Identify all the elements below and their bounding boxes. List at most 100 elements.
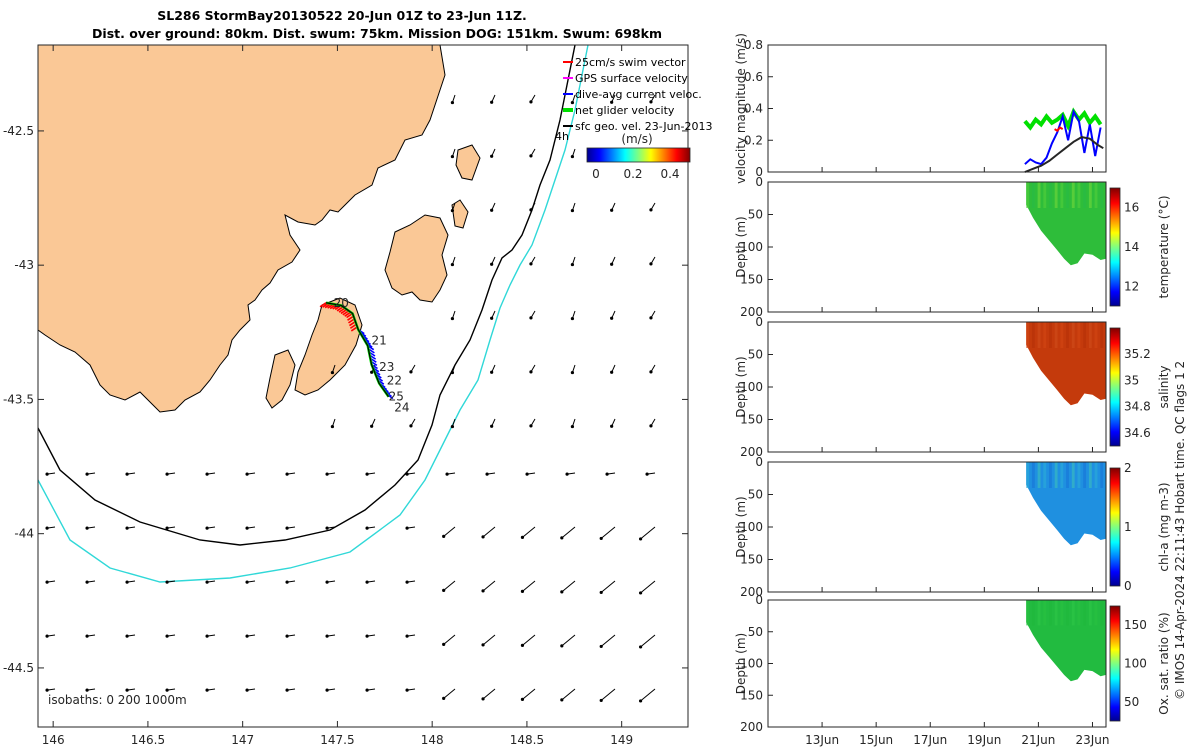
cb-tick-1-0: 12 xyxy=(1124,279,1139,293)
current-arrowhead-51 xyxy=(165,472,169,476)
section-stripe-3-4 xyxy=(1049,462,1052,488)
map-ytick-label-0: -42.5 xyxy=(3,124,34,138)
current-arrow-126 xyxy=(600,688,616,701)
current-arrowhead-55 xyxy=(325,472,329,476)
current-arrowhead-32 xyxy=(409,370,413,374)
current-arrowhead-2 xyxy=(529,100,533,104)
current-arrowhead-4 xyxy=(610,100,614,104)
current-arrowhead-67 xyxy=(165,526,169,530)
current-arrowhead-35 xyxy=(529,370,533,374)
cb-tick-1-1: 14 xyxy=(1124,240,1139,254)
day-label-22: 22 xyxy=(387,374,402,388)
section-stripe-3-7 xyxy=(1066,462,1069,488)
section-stripe-1-3 xyxy=(1043,182,1047,208)
depth-ytick-label-3-4: 200 xyxy=(740,585,763,599)
current-arrow-95 xyxy=(640,580,656,594)
section-stripe-1-12 xyxy=(1094,182,1098,208)
cb-tick-1-2: 16 xyxy=(1124,201,1139,215)
section-stripe-4-2 xyxy=(1037,600,1041,626)
current-arrowhead-120 xyxy=(365,688,369,692)
current-arrowhead-25 xyxy=(490,316,494,320)
current-arrowhead-48 xyxy=(45,472,49,476)
current-arrowhead-73 xyxy=(405,526,409,530)
current-arrowhead-105 xyxy=(405,634,409,638)
section-stripe-1-6 xyxy=(1060,182,1064,208)
bruny-island xyxy=(265,349,296,409)
map-xtick-label-5: 148.5 xyxy=(510,733,544,747)
current-arrowhead-75 xyxy=(481,535,485,539)
schouten-island xyxy=(455,144,481,181)
current-arrowhead-99 xyxy=(165,634,169,638)
panel-ylabel-2: Depth (m) xyxy=(734,356,748,417)
vel-ytick-label-0: 0 xyxy=(755,165,763,179)
current-arrowhead-76 xyxy=(520,535,525,539)
panel-frame-3 xyxy=(767,461,1107,593)
section-stripe-4-12 xyxy=(1094,600,1098,626)
depth-ytick-label-4-0: 0 xyxy=(755,593,763,607)
track-vector-0-0 xyxy=(319,302,327,308)
current-arrowhead-77 xyxy=(560,536,564,540)
map-ytick-label-3: -44 xyxy=(14,527,34,541)
vel-ytick-label-2: 0.4 xyxy=(744,102,763,116)
time-label-0: 13Jun xyxy=(805,733,839,747)
time-label-4: 21Jun xyxy=(1021,733,1055,747)
current-arrowhead-93 xyxy=(560,590,564,594)
depth-ytick-label-2-1: 50 xyxy=(748,348,763,362)
map-legend: 25cm/s swim vector GPS surface velocity … xyxy=(563,56,712,133)
current-arrowhead-92 xyxy=(520,589,525,593)
current-arrowhead-62 xyxy=(605,472,609,476)
current-arrowhead-90 xyxy=(442,588,446,592)
current-arrowhead-0 xyxy=(450,100,455,105)
current-arrowhead-19 xyxy=(490,262,494,266)
current-arrowhead-117 xyxy=(245,688,249,692)
current-arrowhead-7 xyxy=(490,154,494,158)
section-stripe-3-2 xyxy=(1037,462,1041,488)
current-arrowhead-97 xyxy=(85,634,89,638)
cb-tick-2-1: 34.8 xyxy=(1124,400,1151,414)
velocity-series-2 xyxy=(1024,136,1104,173)
current-arrow-109 xyxy=(561,634,576,647)
current-arrowhead-17 xyxy=(649,208,653,212)
section-stripe-2-2 xyxy=(1037,322,1041,348)
map-xtick-label-2: 147 xyxy=(231,733,254,747)
current-arrowhead-53 xyxy=(245,472,249,476)
colorbar-1 xyxy=(1109,187,1121,307)
current-arrowhead-103 xyxy=(325,634,329,638)
current-arrowhead-69 xyxy=(245,526,249,530)
current-arrowhead-40 xyxy=(370,424,374,428)
day-label-23: 23 xyxy=(379,360,394,374)
day-label-20: 20 xyxy=(334,296,349,310)
current-arrowhead-63 xyxy=(645,472,649,476)
legend-net-label: net glider velocity xyxy=(575,104,675,117)
colorbar-unit-label: (m/s) xyxy=(621,132,652,146)
depth-ytick-label-1-3: 150 xyxy=(740,273,763,287)
current-vectors xyxy=(45,94,656,703)
depth-ytick-label-3-1: 50 xyxy=(748,488,763,502)
current-arrow-123 xyxy=(482,688,496,700)
current-arrow-108 xyxy=(522,634,536,646)
current-arrowhead-36 xyxy=(570,370,575,375)
current-arrowhead-64 xyxy=(45,526,49,530)
depth-ytick-label-2-3: 150 xyxy=(740,413,763,427)
glider-track xyxy=(319,301,394,400)
panel-frame-4 xyxy=(767,599,1107,728)
current-arrowhead-126 xyxy=(599,698,603,703)
current-arrow-127 xyxy=(640,688,656,702)
current-arrowhead-9 xyxy=(570,154,575,159)
velocity-series-1 xyxy=(1024,108,1102,166)
current-arrowhead-37 xyxy=(610,370,614,374)
colorbar-tick-2: 0.4 xyxy=(660,167,679,181)
current-arrowhead-49 xyxy=(85,472,89,476)
section-stripe-3-9 xyxy=(1077,462,1081,488)
current-arrowhead-14 xyxy=(529,208,533,212)
current-arrowhead-110 xyxy=(599,644,603,649)
colorbar-4 xyxy=(1109,605,1121,722)
current-arrowhead-122 xyxy=(442,696,446,700)
current-arrowhead-13 xyxy=(490,208,494,212)
current-arrowhead-66 xyxy=(125,526,129,530)
current-arrowhead-59 xyxy=(485,472,489,476)
section-stripe-2-11 xyxy=(1088,322,1092,348)
current-arrow-91 xyxy=(482,580,496,592)
depth-ytick-label-1-4: 200 xyxy=(740,305,763,319)
section-stripe-1-1 xyxy=(1031,182,1035,208)
